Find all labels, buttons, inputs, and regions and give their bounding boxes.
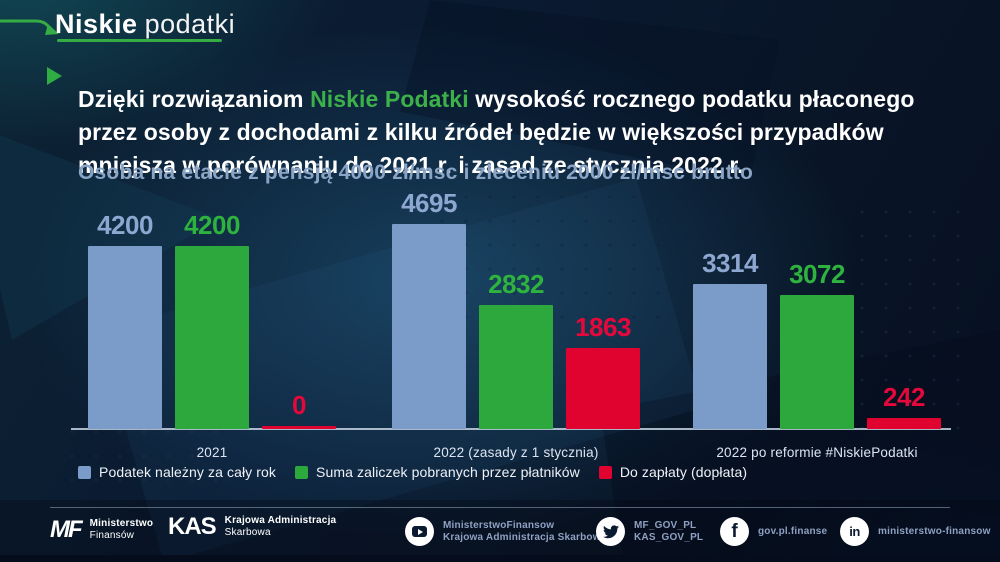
facebook-page: f gov.pl.finanse — [720, 517, 827, 546]
bar-value-label: 4200 — [184, 210, 240, 240]
category-label: 2022 po reformie #NiskiePodatki — [716, 445, 918, 460]
footer-background — [0, 500, 1000, 562]
chart-baseline — [71, 428, 951, 430]
bar-value-label: 242 — [883, 382, 925, 412]
linkedin-icon: in — [840, 517, 869, 546]
youtube-handle-line1: MinisterstwoFinansow — [443, 519, 555, 531]
chart-legend: Podatek należny za cały rok Suma zaliczek… — [78, 464, 747, 480]
mf-logo-mark: MF — [50, 516, 83, 543]
bar-value-label: 0 — [292, 390, 306, 420]
linkedin-page: in ministerstwo-finansow — [840, 517, 991, 546]
headline: Dzięki rozwiązaniom Niskie Podatki wysok… — [78, 83, 958, 182]
brand-logo-light: podatki — [144, 9, 236, 39]
twitter-handle-line2: KAS_GOV_PL — [634, 531, 704, 543]
twitter-account: MF_GOV_PL KAS_GOV_PL — [596, 517, 703, 546]
bar — [780, 295, 854, 429]
facebook-icon: f — [720, 517, 749, 546]
youtube-channel: MinisterstwoFinansow Krajowa Administrac… — [405, 517, 606, 546]
legend-label: Do zapłaty (dopłata) — [619, 464, 748, 480]
bar-value-label: 4695 — [401, 188, 457, 218]
bar — [566, 348, 640, 429]
mf-logo-line2: Finansów — [89, 530, 135, 541]
bar — [88, 246, 162, 429]
dot-pattern — [540, 0, 990, 58]
legend-swatch — [598, 465, 612, 479]
legend-label: Suma zaliczek pobranych przez płatników — [316, 464, 580, 480]
legend-item: Do zapłaty (dopłata) — [598, 464, 748, 480]
kas-logo: KAS Krajowa Administracja Skarbowa — [168, 513, 336, 541]
headline-part1: Dzięki rozwiązaniom — [78, 86, 311, 112]
kas-logo-line1: Krajowa Administracja — [224, 515, 337, 526]
headline-highlight: Niskie Podatki — [310, 86, 469, 112]
bar — [479, 305, 553, 429]
chart-subtitle: Osoba na etacie z pensją 4000 zł/msc i z… — [78, 161, 753, 184]
legend-swatch — [295, 465, 309, 479]
category-label: 2022 (zasady z 1 stycznia) — [433, 445, 599, 460]
logo-arrow-icon — [0, 19, 59, 35]
bar-value-label: 2832 — [488, 269, 544, 299]
bar — [693, 284, 767, 429]
legend-item: Suma zaliczek pobranych przez płatników — [295, 464, 580, 480]
legend-swatch — [78, 465, 91, 479]
twitter-handle-line1: MF_GOV_PL — [634, 519, 697, 531]
youtube-icon — [405, 517, 434, 546]
kas-logo-mark: KAS — [168, 513, 217, 540]
bullet-triangle-icon — [47, 67, 62, 85]
bar — [262, 426, 336, 429]
bar — [392, 224, 466, 429]
bar-value-label: 3072 — [789, 259, 845, 289]
bottom-strip — [0, 555, 1000, 562]
mf-logo-line1: Ministerstwo — [89, 518, 154, 529]
bar-value-label: 3314 — [702, 248, 758, 278]
bar-chart: 4200 4695 3314 4200 2832 3072 0 1863 242 2021 2022… — [71, 188, 951, 460]
bar-value-label: 1863 — [575, 312, 631, 342]
category-label: 2021 — [196, 445, 228, 460]
kas-logo-line2: Skarbowa — [224, 527, 271, 538]
youtube-handle-line2: Krajowa Administracja Skarbowa — [443, 531, 607, 543]
linkedin-handle: ministerstwo-finansow — [878, 525, 991, 537]
legend-item: Podatek należny za cały rok — [78, 464, 276, 480]
facebook-handle: gov.pl.finanse — [758, 525, 828, 537]
footer-separator — [50, 507, 950, 508]
bar-value-label: 4200 — [97, 210, 153, 240]
brand-logo: Niskie podatki — [55, 9, 235, 40]
bar — [175, 246, 249, 429]
brand-underline — [57, 39, 222, 42]
legend-label: Podatek należny za cały rok — [99, 464, 277, 480]
headline-part2: wysokość rocznego podatku płaconego prze… — [78, 86, 915, 178]
brand-logo-bold: Niskie — [55, 9, 138, 39]
bar — [867, 418, 941, 429]
mf-logo: MF Ministerstwo Finansów — [50, 516, 153, 544]
twitter-icon — [596, 517, 625, 546]
